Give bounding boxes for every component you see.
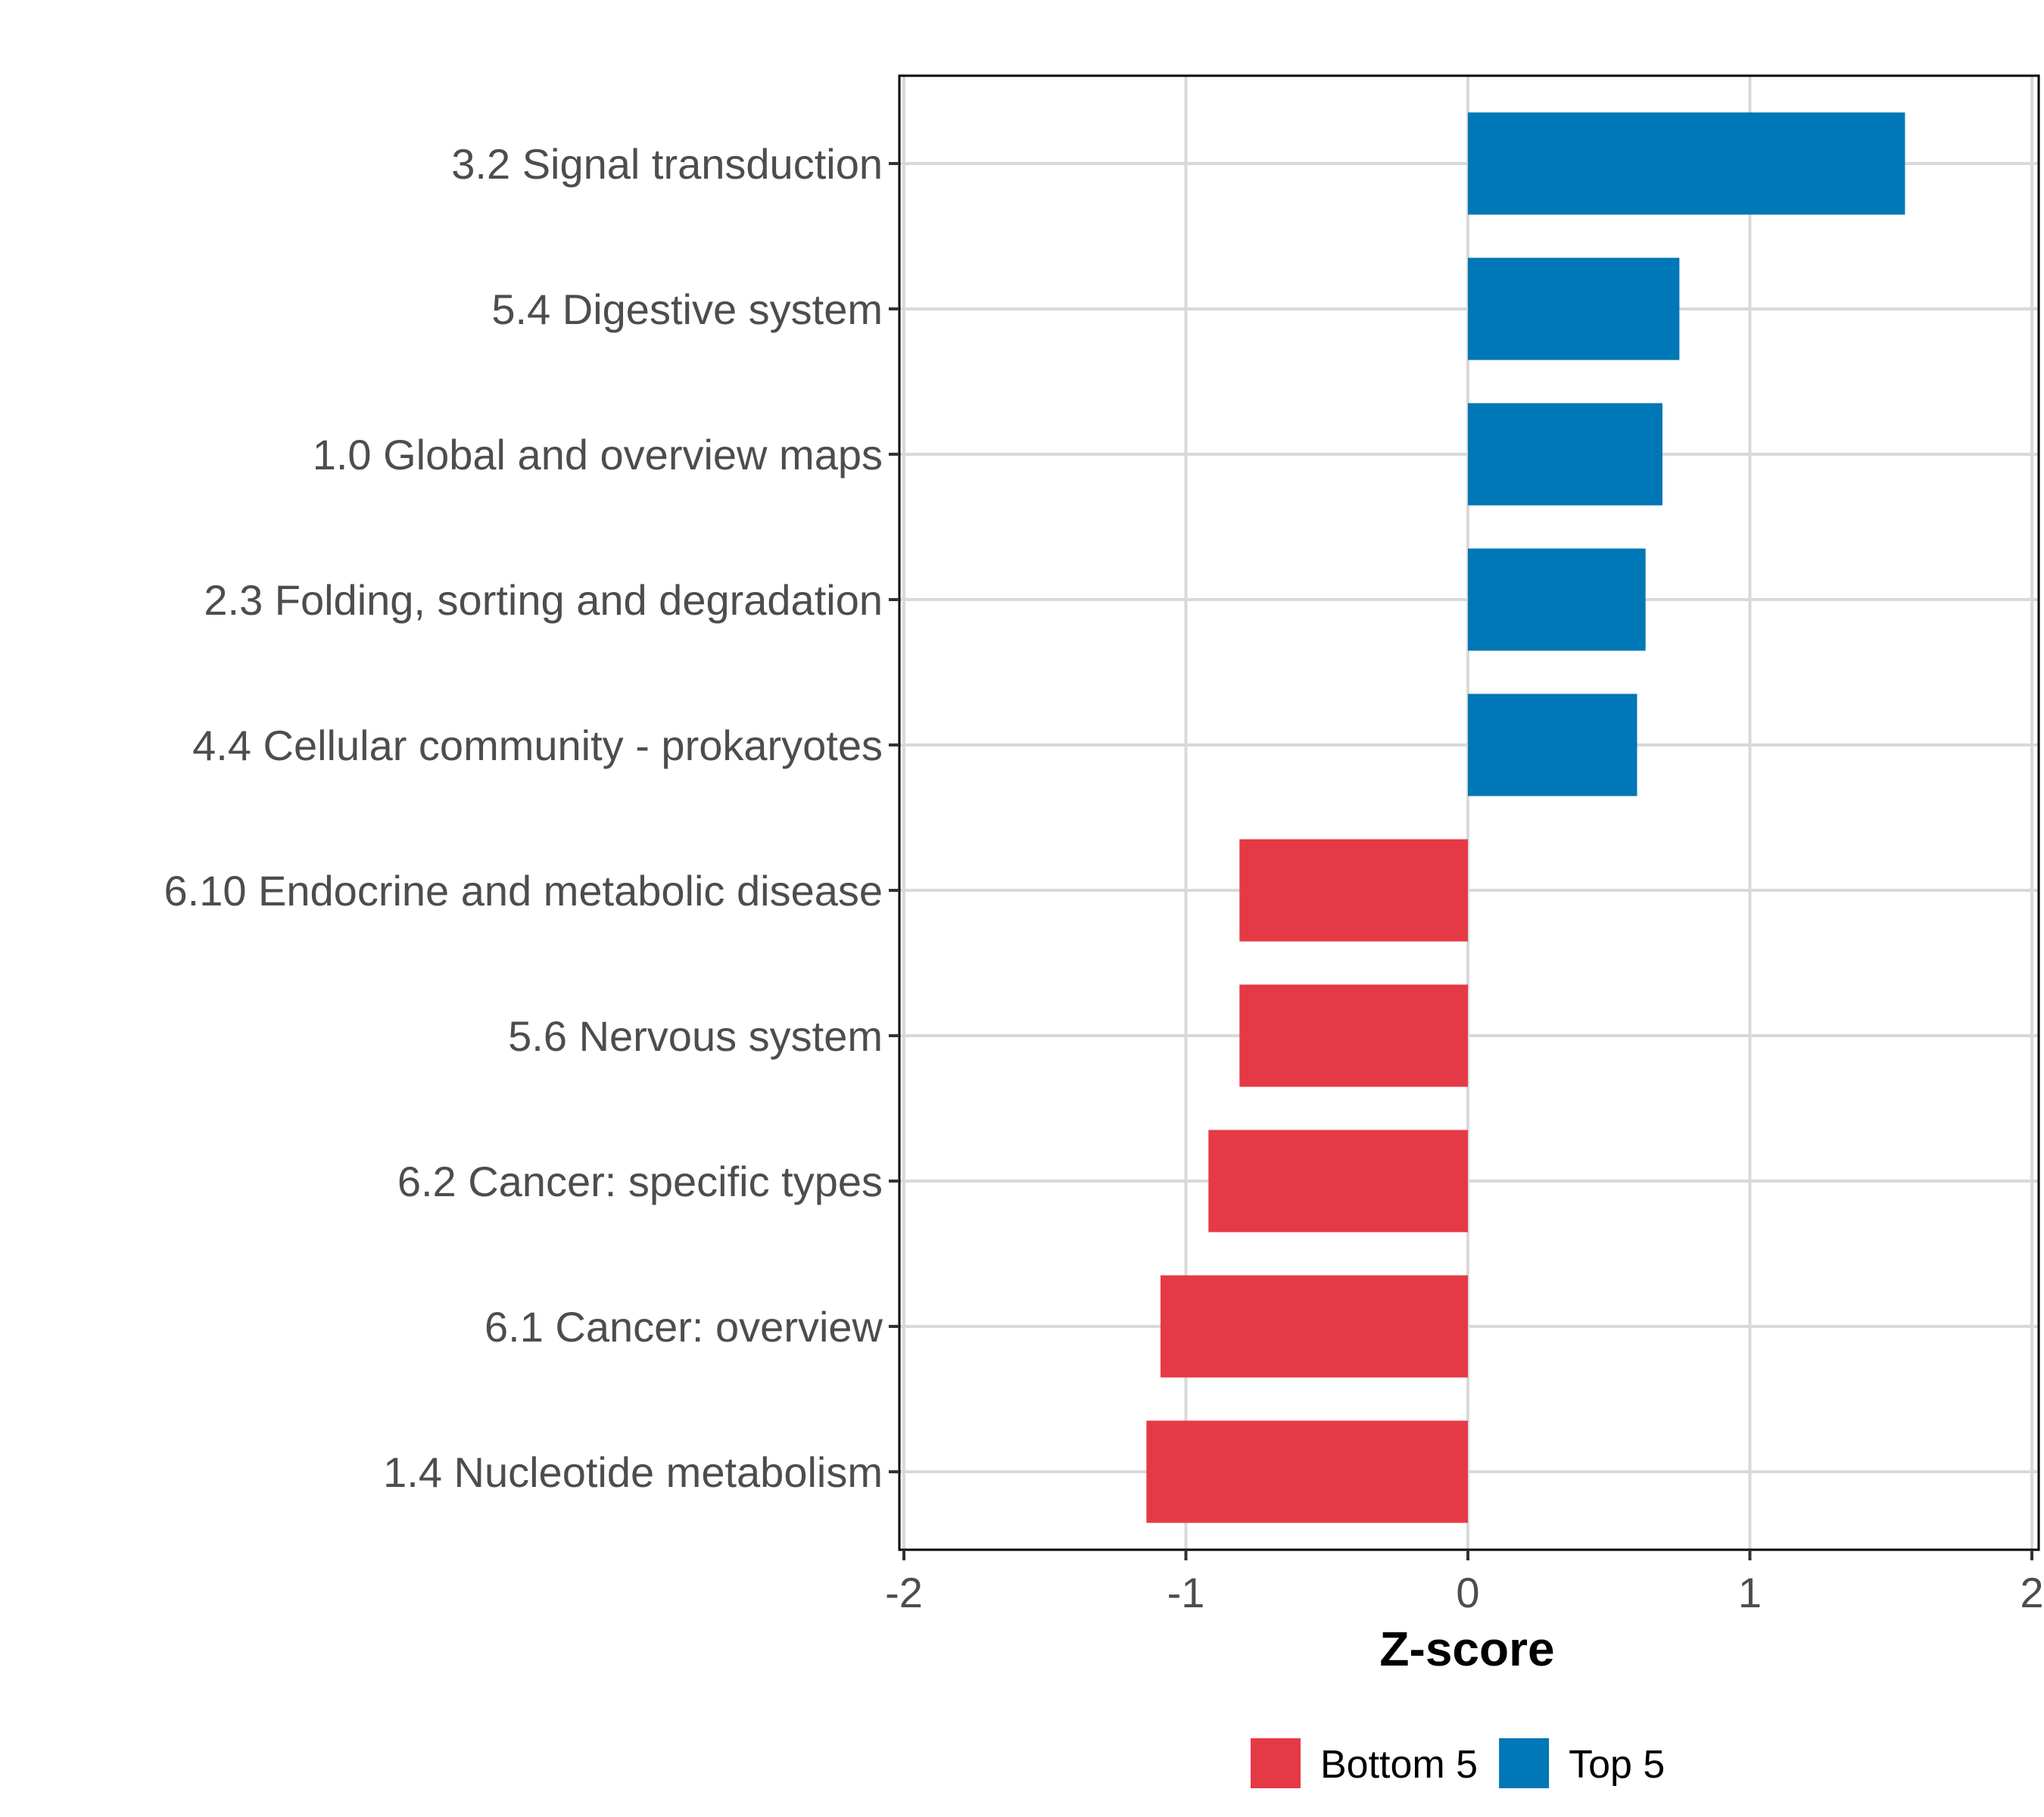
bars xyxy=(1146,112,1905,1523)
legend: Bottom 5 Top 5 xyxy=(1251,1738,1665,1788)
y-tick-label: 5.6 Nervous system xyxy=(508,1012,883,1060)
legend-label: Bottom 5 xyxy=(1320,1743,1478,1787)
y-tick-label: 6.1 Cancer: overview xyxy=(485,1303,883,1351)
legend-key xyxy=(1251,1738,1301,1788)
bar xyxy=(1239,984,1468,1087)
x-tick-label: -2 xyxy=(885,1569,923,1616)
bar xyxy=(1208,1130,1468,1233)
legend-item: Top 5 xyxy=(1499,1738,1665,1788)
bar xyxy=(1239,839,1468,942)
legend-label: Top 5 xyxy=(1569,1743,1665,1787)
x-axis-title: Z-score xyxy=(1379,1622,1554,1676)
bar xyxy=(1468,257,1680,360)
bar xyxy=(1468,693,1637,796)
legend-item: Bottom 5 xyxy=(1251,1738,1478,1788)
y-tick-label: 2.3 Folding, sorting and degradation xyxy=(204,576,883,624)
y-tick-label: 6.2 Cancer: specific types xyxy=(397,1158,883,1205)
bar xyxy=(1160,1275,1468,1378)
x-tick-label: 1 xyxy=(1738,1569,1762,1616)
legend-key xyxy=(1499,1738,1550,1788)
bar xyxy=(1146,1420,1468,1523)
y-axis: 3.2 Signal transduction 5.4 Digestive sys… xyxy=(164,140,899,1496)
y-tick-label: 1.4 Nucleotide metabolism xyxy=(383,1448,883,1496)
x-axis: -2 -1 0 1 2 xyxy=(885,1550,2044,1616)
y-tick-label: 4.4 Cellular community - prokaryotes xyxy=(192,722,883,769)
bar xyxy=(1468,403,1663,506)
bar xyxy=(1468,112,1905,215)
x-tick-label: -1 xyxy=(1167,1569,1205,1616)
y-tick-label: 3.2 Signal transduction xyxy=(451,140,883,188)
x-tick-label: 0 xyxy=(1456,1569,1479,1616)
bar xyxy=(1468,548,1646,651)
x-tick-label: 2 xyxy=(2020,1569,2043,1616)
y-tick-label: 6.10 Endocrine and metabolic disease xyxy=(164,867,883,915)
y-tick-label: 1.0 Global and overview maps xyxy=(313,431,883,478)
y-tick-label: 5.4 Digestive system xyxy=(491,285,883,333)
